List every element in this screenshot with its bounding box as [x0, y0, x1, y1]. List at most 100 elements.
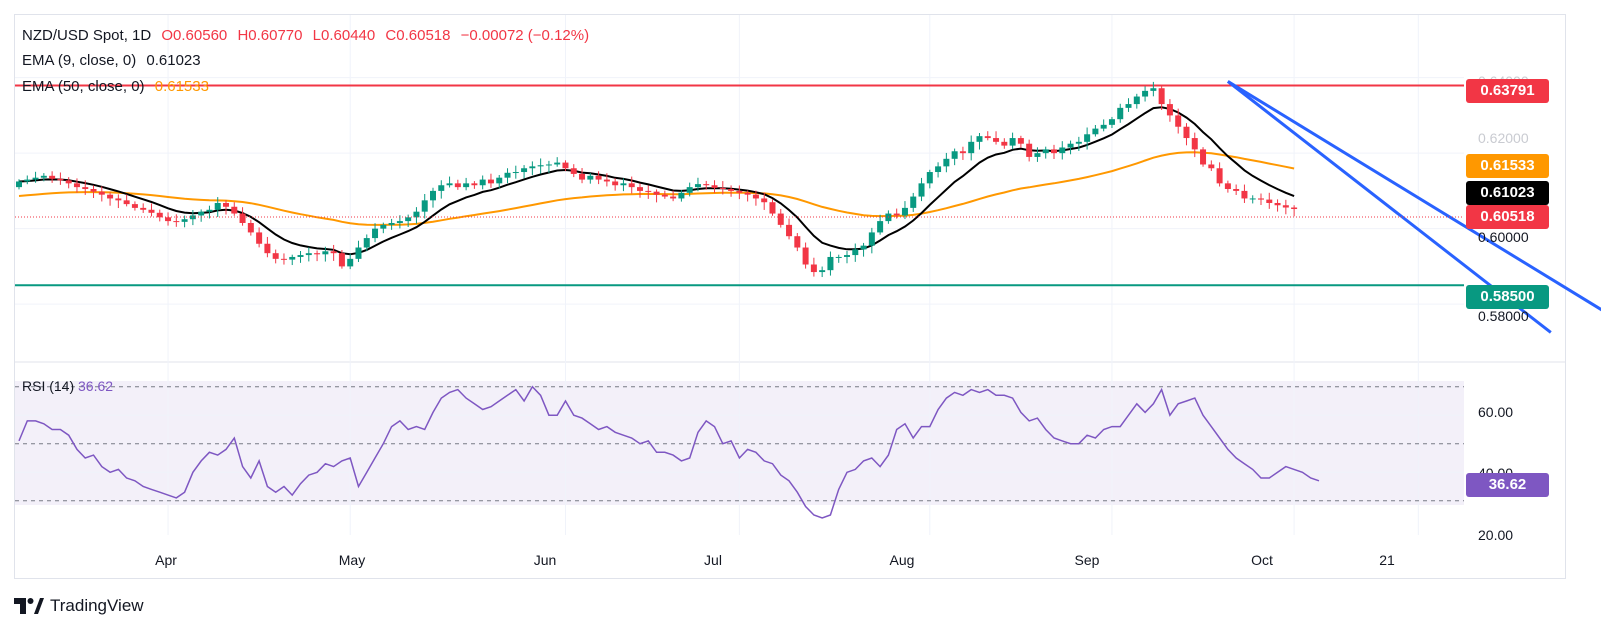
candle-body	[1108, 119, 1115, 125]
candle-body	[421, 200, 428, 212]
legend-rsi[interactable]: RSI (14) 36.62	[22, 378, 113, 394]
candle-body	[918, 183, 925, 197]
candle-body	[1100, 124, 1107, 129]
candle-body	[761, 198, 768, 203]
candle-body	[463, 183, 470, 188]
candle-body	[637, 187, 643, 191]
candle-body	[1150, 88, 1157, 91]
candle-body	[819, 270, 826, 273]
candle-body	[1233, 189, 1240, 191]
candle-body	[347, 258, 354, 267]
close-value: C0.60518	[385, 27, 451, 44]
candle-body	[827, 256, 834, 271]
candle-body	[1142, 90, 1149, 97]
candle-body	[587, 175, 594, 180]
candle-body	[852, 249, 859, 256]
candle-body	[951, 151, 958, 159]
candle-body	[901, 207, 908, 216]
candle-body	[338, 253, 345, 267]
price-tick-062: 0.62000	[1478, 130, 1529, 146]
candle-body	[810, 264, 817, 273]
x-label-sep: Sep	[1074, 552, 1100, 568]
candle-body	[1092, 128, 1099, 135]
candle-body	[893, 213, 900, 216]
candle-body	[1241, 190, 1248, 199]
ema50-value: 0.61533	[154, 78, 209, 95]
candle-body	[90, 189, 97, 192]
x-label-apr: Apr	[155, 552, 177, 568]
candle-body	[40, 175, 47, 178]
candle-body	[868, 232, 875, 246]
price-tick-058: 0.58000	[1478, 308, 1529, 324]
candle-body	[355, 247, 362, 259]
ema50-line-layer	[18, 151, 1295, 226]
candle-body	[123, 200, 130, 205]
grid-layer	[15, 15, 1464, 535]
candle-body	[645, 190, 652, 192]
candle-body	[446, 183, 453, 186]
candle-body	[156, 212, 163, 218]
tradingview-logo[interactable]: TradingView	[14, 596, 144, 616]
candle-body	[223, 202, 229, 207]
price-tick-060: 0.60000	[1478, 229, 1529, 245]
candle-body	[728, 189, 735, 191]
candle-body	[628, 183, 635, 188]
tradingview-icon	[14, 598, 44, 614]
x-label-aug: Aug	[889, 552, 915, 568]
chart-frame	[14, 14, 1566, 579]
candle-body	[1117, 107, 1124, 120]
candle-body	[686, 187, 693, 193]
candle-body	[1017, 138, 1024, 144]
rsi-label: RSI (14)	[22, 378, 75, 394]
x-label-21: 21	[1379, 552, 1395, 568]
candle-body	[943, 158, 950, 167]
candle-body	[844, 255, 850, 257]
legend-ema9[interactable]: EMA (9, close, 0) 0.61023	[22, 52, 207, 69]
candle-body	[388, 222, 395, 225]
candle-body	[769, 202, 776, 214]
rsi-layer	[15, 385, 1464, 519]
high-value: H0.60770	[237, 27, 303, 44]
candle-body	[1200, 149, 1207, 165]
candle-body	[479, 179, 486, 186]
candle-body	[504, 172, 511, 178]
candle-body	[1075, 141, 1082, 144]
candle-body	[661, 194, 668, 197]
candle-body	[653, 191, 660, 195]
candle-body	[487, 179, 494, 184]
candle-body	[926, 172, 933, 184]
candle-body	[247, 222, 254, 233]
candle-body	[264, 243, 271, 254]
candle-body	[1001, 141, 1008, 146]
candle-body	[1274, 202, 1281, 206]
candle-body	[670, 196, 677, 199]
rsi-tick-20: 20.00	[1478, 527, 1514, 543]
candle-body	[570, 168, 577, 174]
candle-body	[32, 177, 39, 180]
candle-body	[1067, 143, 1074, 148]
symbol-label[interactable]: NZD/USD Spot, 1D	[22, 27, 152, 44]
candle-body	[1009, 138, 1016, 146]
channel-upper-line	[1227, 80, 1601, 312]
legend-main: NZD/USD Spot, 1D O0.60560 H0.60770 L0.60…	[22, 27, 595, 44]
candle-body	[1084, 134, 1091, 142]
candle-body	[777, 213, 784, 225]
candle-body	[877, 221, 884, 233]
rsi-tick-60: 60.00	[1478, 404, 1514, 420]
low-value: L0.60440	[312, 27, 376, 44]
horizontal-levels	[15, 84, 1464, 287]
candle-body	[935, 166, 942, 173]
candle-body	[16, 181, 22, 188]
candle-body	[1125, 104, 1132, 108]
candle-body	[968, 141, 975, 154]
candle-body	[280, 258, 287, 260]
candle-body	[1051, 149, 1057, 154]
candle-body	[752, 194, 759, 199]
candle-body	[314, 253, 321, 255]
candle-body	[1175, 115, 1182, 127]
candle-body	[231, 206, 238, 214]
candle-body	[1216, 168, 1223, 184]
candle-body	[529, 166, 536, 169]
legend-ema50[interactable]: EMA (50, close, 0) 0.61533	[22, 78, 215, 95]
